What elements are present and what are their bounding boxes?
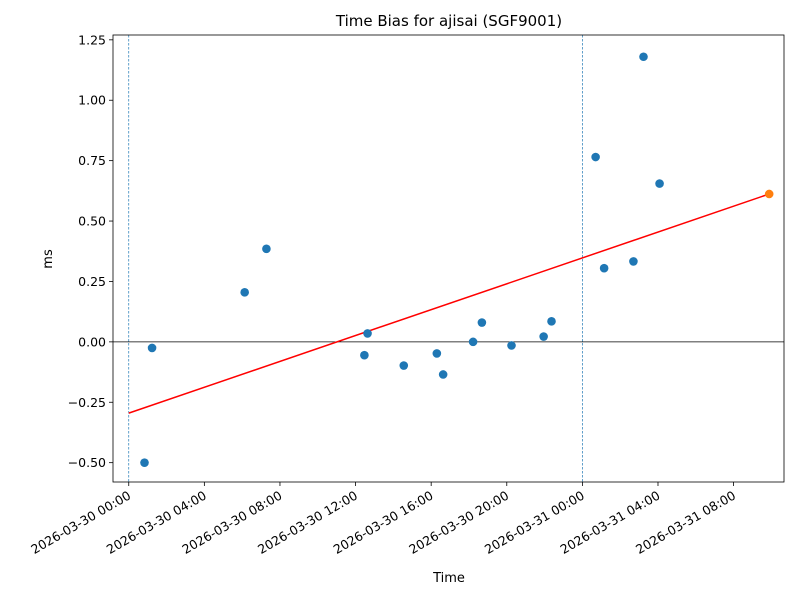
y-tick-label-6: 1.00 — [78, 93, 106, 108]
data-point-0-15 — [599, 263, 609, 273]
y-tick-label-7: 1.25 — [78, 32, 106, 47]
y-tick-label-1: −0.25 — [68, 395, 106, 410]
data-point-0-3 — [262, 244, 271, 254]
y-tick-label-4: 0.50 — [78, 214, 106, 229]
y-tick-label-3: 0.25 — [78, 274, 106, 289]
chart-title: Time Bias for ajisai (SGF9001) — [335, 12, 562, 30]
data-point-1-0 — [764, 189, 774, 199]
data-point-0-14 — [591, 152, 600, 162]
data-point-0-0 — [140, 458, 149, 467]
data-point-0-6 — [399, 361, 409, 370]
data-point-0-10 — [477, 318, 487, 327]
data-point-0-12 — [539, 332, 548, 341]
data-point-0-11 — [507, 341, 516, 350]
data-point-0-4 — [360, 350, 369, 360]
data-point-0-2 — [240, 288, 249, 297]
data-point-0-8 — [438, 370, 448, 379]
y-tick-label-0: −0.50 — [68, 455, 106, 470]
data-layer — [113, 35, 784, 482]
plot-frame — [112, 34, 785, 483]
data-point-0-1 — [147, 343, 157, 353]
data-point-0-16 — [629, 257, 638, 266]
y-tick-label-5: 0.75 — [78, 153, 106, 168]
data-point-0-18 — [655, 179, 664, 188]
x-axis-label: Time — [432, 571, 465, 586]
trend-line — [128, 193, 770, 414]
data-point-0-9 — [468, 337, 478, 347]
data-point-0-5 — [363, 329, 372, 338]
y-tick-label-2: 0.00 — [78, 334, 106, 349]
y-axis-label: ms — [41, 249, 56, 269]
data-point-0-13 — [547, 317, 556, 326]
data-point-0-7 — [432, 349, 442, 358]
data-point-0-17 — [639, 52, 648, 62]
